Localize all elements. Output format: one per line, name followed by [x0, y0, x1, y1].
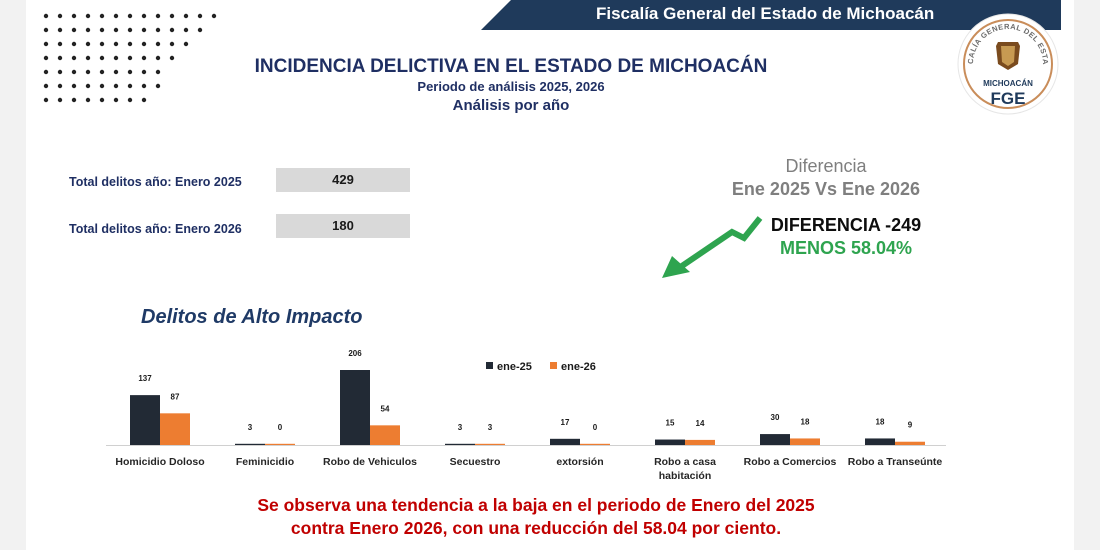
bar-ene-26	[685, 439, 715, 445]
section-title: Delitos de Alto Impacto	[141, 306, 363, 328]
legend-label-ene-25: ene-25	[497, 361, 532, 373]
data-label: 18	[876, 417, 885, 426]
difference-value: DIFERENCIA -249	[770, 215, 922, 235]
bar-ene-25	[235, 443, 265, 445]
bar-ene-26	[160, 413, 190, 445]
total-2025-value: 429	[276, 168, 410, 192]
bar-ene-26	[265, 443, 295, 445]
total-2026-label: Total delitos año: Enero 2026	[69, 222, 242, 236]
total-2026-value: 180	[276, 214, 410, 238]
category-label: extorsión	[556, 456, 603, 468]
data-label: 18	[801, 417, 810, 426]
difference-title: Diferencia	[785, 156, 867, 176]
legend-swatch-ene-26	[550, 362, 557, 369]
bar-ene-25	[130, 395, 160, 445]
conclusion-text: Se observa una tendencia a la baja en el…	[156, 494, 916, 540]
data-label: 30	[771, 413, 780, 422]
conclusion-line-2: contra Enero 2026, con una reducción del…	[290, 518, 782, 538]
data-label: 206	[348, 349, 362, 358]
total-2025-label: Total delitos año: Enero 2025	[69, 175, 242, 189]
bar-ene-26	[895, 441, 925, 445]
difference-percent: MENOS 58.04%	[779, 238, 913, 258]
data-label: 0	[593, 423, 598, 432]
page-title: INCIDENCIA DELICTIVA EN EL ESTADO DE MIC…	[254, 56, 768, 77]
data-label: 17	[561, 418, 570, 427]
data-label: 3	[248, 423, 253, 432]
category-label: Homicidio Doloso	[115, 456, 204, 468]
bar-ene-26	[475, 443, 505, 445]
data-label: 3	[488, 423, 493, 432]
data-label: 137	[138, 374, 152, 383]
category-label: Feminicidio	[236, 456, 294, 468]
bar-ene-26	[580, 443, 610, 445]
chart-legend: ene-25 ene-26	[486, 361, 596, 373]
data-label: 54	[381, 404, 390, 413]
bar-ene-25	[445, 443, 475, 445]
category-label: Robo de Vehiculos	[323, 456, 417, 468]
bar-ene-25	[865, 438, 895, 445]
conclusion-line-1: Se observa una tendencia a la baja en el…	[257, 495, 815, 515]
data-label: 3	[458, 423, 463, 432]
institution-name: Fiscalía General del Estado de Michoacán	[596, 4, 935, 23]
category-label: Secuestro	[450, 456, 501, 468]
header-banner	[481, 0, 1061, 30]
bar-ene-25	[340, 370, 370, 445]
legend-label-ene-26: ene-26	[561, 361, 596, 373]
bar-ene-26	[370, 425, 400, 445]
data-label: 14	[696, 419, 705, 428]
category-label: habitación	[659, 470, 712, 482]
data-label: 87	[171, 392, 180, 401]
data-label: 9	[908, 421, 913, 430]
data-label: 15	[666, 419, 675, 428]
slide: Fiscalía General del Estado de Michoacán…	[26, 0, 1074, 550]
category-label: Robo a Transeúnte	[848, 456, 943, 468]
page-subtitle-analysis: Análisis por año	[452, 97, 570, 114]
trend-down-arrow-icon	[662, 216, 763, 278]
logo-acronym: FGE	[991, 89, 1026, 108]
bar-ene-25	[550, 438, 580, 445]
bar-ene-25	[760, 434, 790, 445]
data-label: 0	[278, 423, 283, 432]
decorative-dots	[43, 13, 217, 103]
bar-ene-26	[790, 438, 820, 445]
page-subtitle: Periodo de análisis 2025, 2026	[417, 79, 605, 94]
logo-state: MICHOACÁN	[983, 79, 1033, 88]
fge-logo-icon: FISCALÍA GENERAL DEL ESTADO MICHOACÁN FG…	[956, 12, 1059, 115]
category-label: Robo a casa	[654, 456, 716, 468]
bar-ene-25	[655, 439, 685, 445]
legend-swatch-ene-25	[486, 362, 493, 369]
difference-subtitle: Ene 2025 Vs Ene 2026	[731, 179, 921, 199]
category-label: Robo a Comercios	[744, 456, 837, 468]
